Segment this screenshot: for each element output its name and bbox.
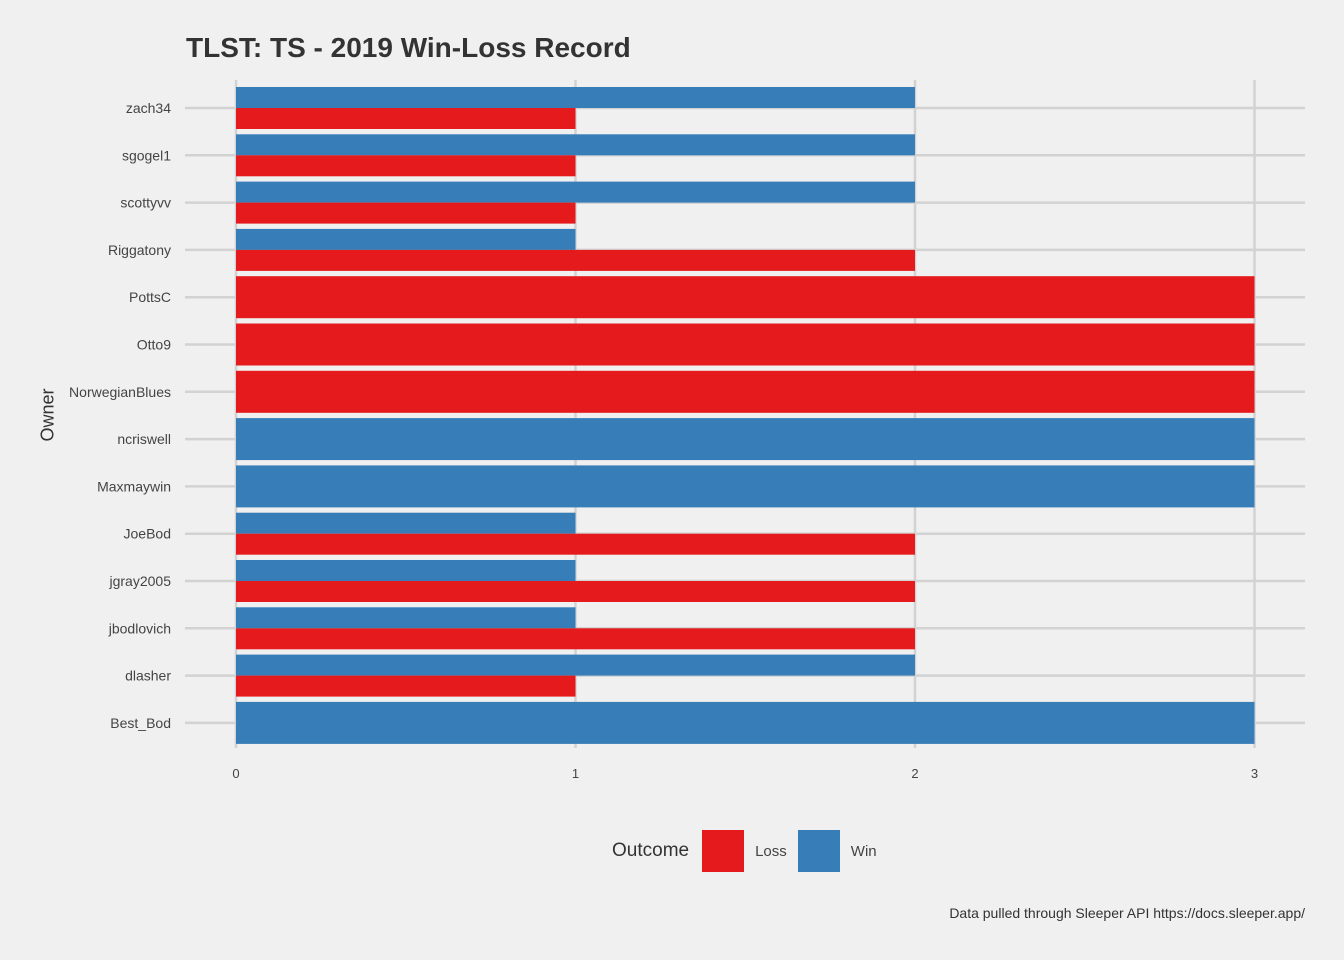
bar-win — [236, 87, 915, 108]
y-tick-label: Best_Bod — [110, 715, 171, 731]
bar-loss — [236, 533, 915, 555]
bar-win — [236, 654, 915, 676]
y-tick-label: sgogel1 — [122, 147, 171, 163]
chart-title: TLST: TS - 2019 Win-Loss Record — [186, 32, 631, 63]
legend-swatch-loss — [702, 830, 745, 872]
y-tick-label: dlasher — [125, 668, 171, 684]
bar-loss — [236, 675, 576, 697]
bar-loss — [236, 108, 576, 129]
bar-win — [236, 560, 576, 581]
legend-label-loss: Loss — [755, 842, 787, 860]
x-tick-label: 3 — [1251, 766, 1258, 781]
y-axis-title: Owner — [37, 388, 58, 442]
bar-loss — [236, 628, 915, 650]
bar-loss — [236, 155, 576, 177]
x-tick-label: 0 — [232, 766, 239, 781]
x-tick-label: 2 — [911, 766, 918, 781]
bar-loss — [236, 276, 1255, 319]
bar-loss — [236, 202, 576, 224]
x-tick-label: 1 — [572, 766, 579, 781]
bar-win — [236, 228, 576, 250]
bar-loss — [236, 323, 1255, 366]
bar-win — [236, 181, 915, 203]
bar-loss — [236, 581, 915, 602]
bar-win — [236, 512, 576, 534]
bar-win — [236, 134, 915, 156]
y-tick-label: Maxmaywin — [97, 478, 171, 494]
label-layer: 0 1 2 3 zach34 sgogel1 scottyvv Riggatony PottsC… — [69, 100, 1258, 781]
legend: Outcome Loss Win — [612, 830, 888, 872]
y-tick-label: jbodlovich — [108, 620, 171, 636]
y-tick-label: zach34 — [126, 100, 171, 116]
bar-win — [236, 607, 576, 629]
y-tick-label: Riggatony — [108, 242, 171, 258]
y-tick-label: ncriswell — [117, 431, 171, 447]
bar-layer — [236, 87, 1255, 744]
bar-win — [236, 701, 1255, 744]
bar-loss — [236, 249, 915, 271]
bar-win — [236, 465, 1255, 508]
y-tick-label: Otto9 — [137, 337, 171, 353]
legend-title: Outcome — [612, 840, 690, 861]
bar-loss — [236, 370, 1255, 413]
y-tick-label: NorwegianBlues — [69, 384, 171, 400]
y-tick-label: jgray2005 — [109, 573, 172, 589]
legend-swatch-win — [797, 830, 840, 872]
y-tick-label: scottyvv — [120, 195, 171, 211]
legend-label-win: Win — [850, 842, 877, 860]
caption: Data pulled through Sleeper API https://… — [949, 905, 1305, 921]
y-tick-label: JoeBod — [124, 526, 171, 542]
bar-win — [236, 418, 1255, 461]
y-tick-label: PottsC — [129, 289, 171, 305]
